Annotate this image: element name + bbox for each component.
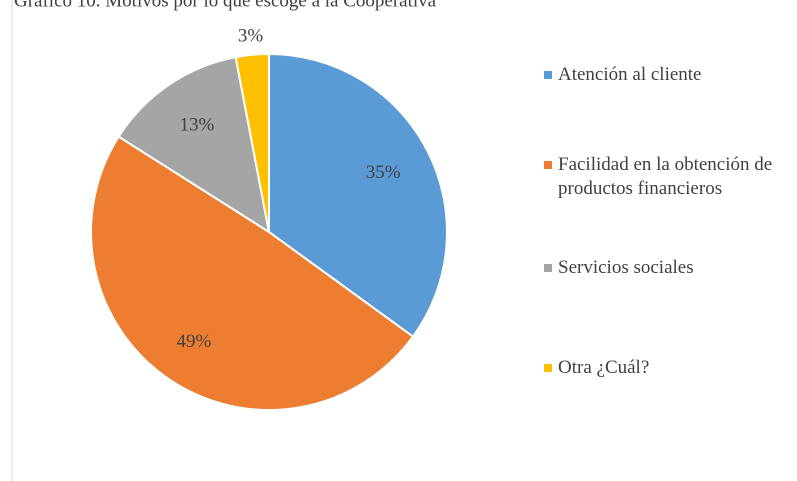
data-label: 35%: [366, 162, 401, 183]
chart-border: [11, 0, 13, 481]
legend-label: Otra ¿Cuál?: [558, 357, 650, 378]
legend-entry: Atención al cliente: [544, 63, 797, 87]
data-label: 49%: [177, 331, 212, 352]
chart-title: Gráfico 10. Motivos por lo que escoge a …: [14, 0, 437, 11]
legend-swatch: [544, 364, 552, 372]
legend-swatch: [544, 161, 552, 169]
legend-swatch: [544, 71, 552, 79]
legend-label: Facilidad en la obtención de productos f…: [558, 154, 773, 199]
legend-label: Servicios sociales: [558, 257, 694, 278]
data-label: 3%: [238, 25, 264, 46]
legend-swatch: [544, 264, 552, 272]
legend-entry: Facilidad en la obtención de productos f…: [544, 153, 797, 201]
pie-slice: [268, 52, 448, 339]
pie-slice: [90, 135, 415, 411]
pie-slice: [117, 55, 271, 235]
legend-entry: Servicios sociales: [544, 256, 797, 280]
pie-slice: [234, 52, 270, 233]
data-label: 13%: [180, 114, 215, 135]
legend-entry: Otra ¿Cuál?: [544, 356, 797, 380]
legend-label: Atención al cliente: [558, 64, 702, 85]
